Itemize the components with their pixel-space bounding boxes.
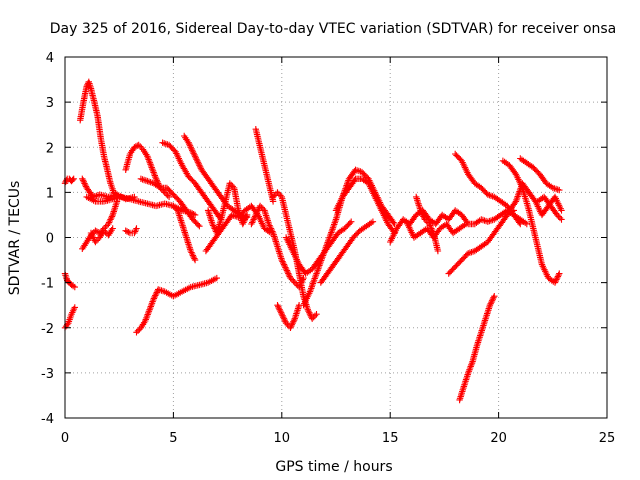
y-tick-label: -2: [41, 322, 54, 337]
chart-title: Day 325 of 2016, Sidereal Day-to-day VTE…: [50, 21, 617, 37]
data-layer: [61, 78, 565, 404]
series-track-u: [274, 302, 303, 331]
series-track-a: [61, 175, 77, 187]
data-points: [122, 225, 140, 237]
series-track-k: [137, 175, 203, 230]
data-points: [204, 180, 251, 237]
series-track-g: [79, 198, 121, 252]
series-track-q: [204, 180, 251, 237]
data-points: [413, 193, 442, 255]
data-points: [61, 270, 78, 291]
data-points: [332, 175, 398, 237]
data-points: [248, 202, 307, 291]
series-track-ag: [517, 155, 563, 194]
series-track-j: [122, 225, 140, 237]
series-track-s: [248, 202, 307, 291]
data-points: [137, 175, 203, 230]
data-points: [170, 202, 199, 264]
data-points: [456, 293, 498, 404]
series-track-m: [170, 202, 199, 264]
data-points: [77, 78, 121, 198]
x-tick-label: 0: [61, 431, 69, 446]
data-points: [61, 175, 77, 187]
data-points: [87, 225, 116, 246]
series-track-ad: [445, 207, 517, 277]
series-track-af: [499, 157, 563, 286]
x-tick-label: 10: [274, 431, 291, 446]
series-track-ai: [534, 193, 565, 223]
series-track-l: [159, 139, 225, 223]
series-track-h: [87, 225, 116, 246]
data-points: [122, 141, 173, 201]
data-points: [252, 126, 277, 205]
series-track-o: [133, 274, 220, 336]
data-points: [499, 157, 563, 286]
y-tick-label: 1: [46, 186, 54, 201]
y-tick-label: 3: [46, 96, 54, 111]
y-tick-label: -1: [41, 277, 54, 292]
series-track-r: [252, 126, 277, 205]
series-track-y: [317, 218, 377, 286]
series-track-ab: [413, 193, 442, 255]
data-points: [517, 155, 563, 194]
series-track-ae: [456, 293, 498, 404]
y-tick-label: 2: [46, 141, 54, 156]
series-track-b: [61, 270, 78, 291]
x-tick-label: 25: [599, 431, 616, 446]
series-track-c: [61, 304, 78, 331]
data-points: [159, 139, 225, 223]
series-track-x: [332, 175, 398, 237]
x-tick-label: 5: [169, 431, 177, 446]
series-track-n: [181, 132, 251, 221]
data-points: [534, 193, 565, 223]
data-points: [61, 304, 78, 331]
y-tick-label: -3: [41, 367, 54, 382]
tick-layer: 0 5 10 15 20 25 -4 -3 -2 -1 0 1 2 3 4: [41, 51, 615, 446]
data-points: [445, 207, 517, 277]
x-tick-label: 20: [490, 431, 507, 446]
series-track-d: [77, 78, 121, 198]
x-tick-label: 15: [382, 431, 399, 446]
grid-layer: [65, 57, 607, 418]
y-tick-label: 0: [46, 232, 54, 247]
series-track-i: [122, 141, 173, 201]
y-axis-label: SDTVAR / TECUs: [7, 181, 23, 296]
data-points: [181, 132, 251, 221]
y-tick-label: 4: [46, 51, 54, 66]
data-points: [317, 218, 377, 286]
x-axis-label: GPS time / hours: [275, 459, 392, 475]
data-points: [133, 274, 220, 336]
data-points: [274, 302, 303, 331]
y-tick-label: -4: [41, 412, 54, 427]
data-points: [79, 198, 121, 252]
